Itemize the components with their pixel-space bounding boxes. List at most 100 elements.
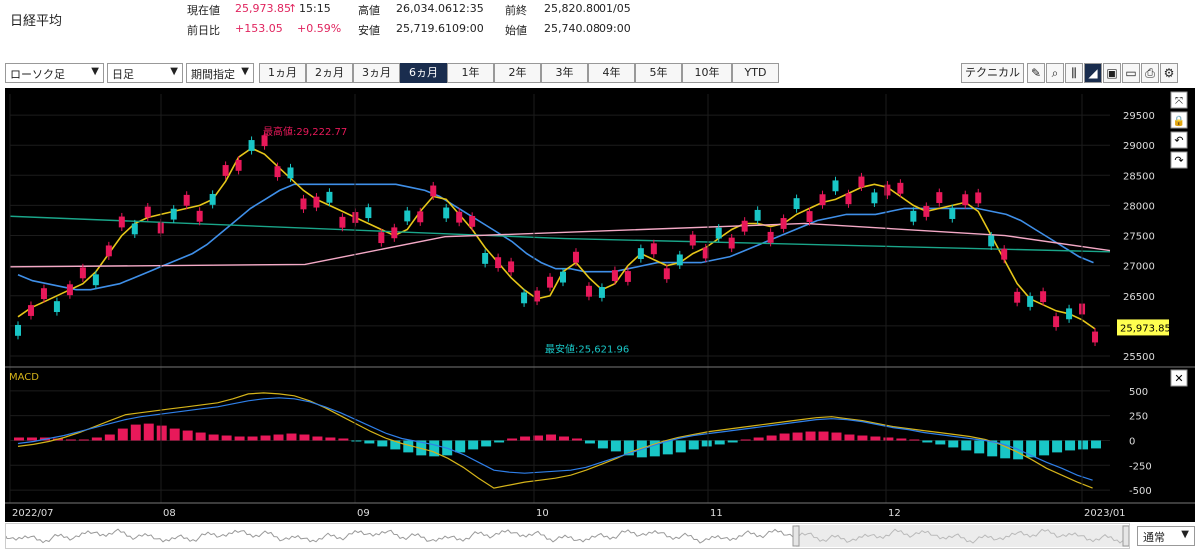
technical-button[interactable]: テクニカル (961, 63, 1024, 83)
x-tick-label: 2023/01 (1084, 508, 1126, 519)
x-tick-label: 12 (888, 508, 901, 519)
candle-body (793, 198, 800, 210)
price-tick-label: 29000 (1123, 141, 1155, 152)
current-time: 15:15 (299, 2, 331, 15)
redo-icon[interactable] (1170, 151, 1188, 169)
macd-histogram-bar (260, 435, 271, 441)
area-chart-icon[interactable]: ◢ (1084, 63, 1102, 83)
range-1m[interactable]: 1ヵ月 (259, 63, 306, 83)
range-ytd[interactable]: YTD (732, 63, 779, 83)
candle-body (715, 227, 722, 239)
svg-text:⤧: ⤧ (1175, 96, 1183, 107)
open-time: 09:00 (599, 22, 631, 35)
candle-body (144, 206, 151, 218)
svg-text:↷: ↷ (1174, 154, 1183, 167)
candle-body (105, 245, 112, 257)
candle-body (261, 135, 268, 147)
chart-area[interactable]: 2550026000265002700027500280002850029000… (5, 88, 1195, 522)
price-chart[interactable]: 2550026000265002700027500280002850029000… (5, 88, 1195, 522)
candle-body (767, 231, 774, 243)
candle-body (598, 287, 605, 298)
range-6m[interactable]: 6ヵ月 (400, 63, 447, 83)
low-value: 25,719.61 (396, 22, 452, 35)
macd-histogram-bar (805, 431, 816, 441)
current-value: 25,973.85 (235, 2, 291, 15)
candle-body (27, 305, 34, 316)
pencil-icon[interactable]: ✎ (1027, 63, 1045, 83)
lock-icon[interactable] (1170, 111, 1188, 129)
macd-histogram-bar (1091, 440, 1101, 449)
macd-histogram-bar (351, 440, 362, 442)
macd-histogram-bar (740, 439, 751, 441)
chart-type-select[interactable]: ローソク足 ▼ (5, 63, 104, 83)
candle-body (988, 235, 995, 247)
scroll-window[interactable] (796, 525, 1129, 547)
prev-value: 25,820.80 (544, 2, 600, 15)
macd-histogram-bar (935, 440, 946, 445)
range-5y[interactable]: 5年 (635, 63, 682, 83)
macd-histogram-bar (714, 440, 725, 445)
macd-histogram-bar (649, 440, 660, 457)
macd-histogram-bar (338, 438, 349, 441)
candle-body (417, 211, 424, 223)
close-macd-icon[interactable] (1170, 369, 1188, 387)
candle-body (248, 140, 255, 151)
candle-body (40, 288, 47, 300)
range-2m[interactable]: 2ヵ月 (306, 63, 353, 83)
macd-histogram-bar (234, 436, 245, 441)
settings-icon[interactable]: ⚙ (1160, 63, 1178, 83)
collapse-icon[interactable] (1170, 91, 1188, 109)
scroll-handle-right[interactable] (1122, 525, 1130, 547)
macd-histogram-bar (675, 440, 686, 453)
print-icon[interactable]: ⎙ (1141, 63, 1159, 83)
candle-body (404, 210, 411, 222)
candle-body (897, 182, 904, 194)
bar-chart-icon[interactable]: ⫼ (1065, 63, 1083, 83)
candle-body (910, 210, 917, 222)
candle-body (611, 270, 618, 281)
candle-body (832, 180, 839, 192)
range-10y[interactable]: 10年 (682, 63, 732, 83)
range-3m[interactable]: 3ヵ月 (353, 63, 400, 83)
undo-icon[interactable] (1170, 131, 1188, 149)
macd-histogram-bar (156, 425, 167, 441)
scroll-handle-left[interactable] (792, 525, 800, 547)
macd-title: MACD (9, 372, 39, 383)
candle-body (534, 290, 541, 302)
zoom-icon[interactable]: ⌕ (1046, 63, 1064, 83)
candle-body (222, 165, 229, 176)
candle-body (430, 185, 437, 197)
macd-histogram-bar (130, 424, 141, 441)
folder-icon[interactable]: ▭ (1122, 63, 1140, 83)
display-mode-select[interactable]: 通常 ▼ (1137, 526, 1195, 546)
x-tick-label: 09 (357, 508, 370, 519)
macd-histogram-bar (662, 440, 673, 455)
macd-histogram-bar (182, 430, 193, 441)
range-2y[interactable]: 2年 (494, 63, 541, 83)
svg-text:🔒: 🔒 (1173, 115, 1185, 127)
candle-body (819, 194, 826, 206)
macd-histogram-bar (844, 434, 855, 441)
candle-body (702, 247, 709, 259)
price-tick-label: 27500 (1123, 232, 1155, 243)
range-scroller[interactable] (5, 523, 1130, 549)
candle-body (209, 193, 216, 205)
x-tick-label: 08 (163, 508, 176, 519)
macd-histogram-bar (533, 435, 544, 441)
macd-histogram-bar (481, 440, 492, 447)
save-icon[interactable]: ▣ (1103, 63, 1121, 83)
candle-body (1066, 308, 1073, 320)
macd-histogram-bar (688, 440, 699, 450)
macd-histogram-bar (247, 436, 258, 441)
candle-body (949, 208, 956, 219)
range-4y[interactable]: 4年 (588, 63, 635, 83)
macd-histogram-bar (584, 440, 595, 444)
macd-histogram-bar (312, 436, 323, 441)
range-1y[interactable]: 1年 (447, 63, 494, 83)
period-select[interactable]: 期間指定 ▼ (186, 63, 254, 83)
interval-select[interactable]: 日足 ▼ (107, 63, 183, 83)
last-price-badge (1117, 319, 1169, 336)
range-3y[interactable]: 3年 (541, 63, 588, 83)
svg-text:↶: ↶ (1174, 134, 1183, 147)
low-label: 安値 (358, 24, 380, 37)
